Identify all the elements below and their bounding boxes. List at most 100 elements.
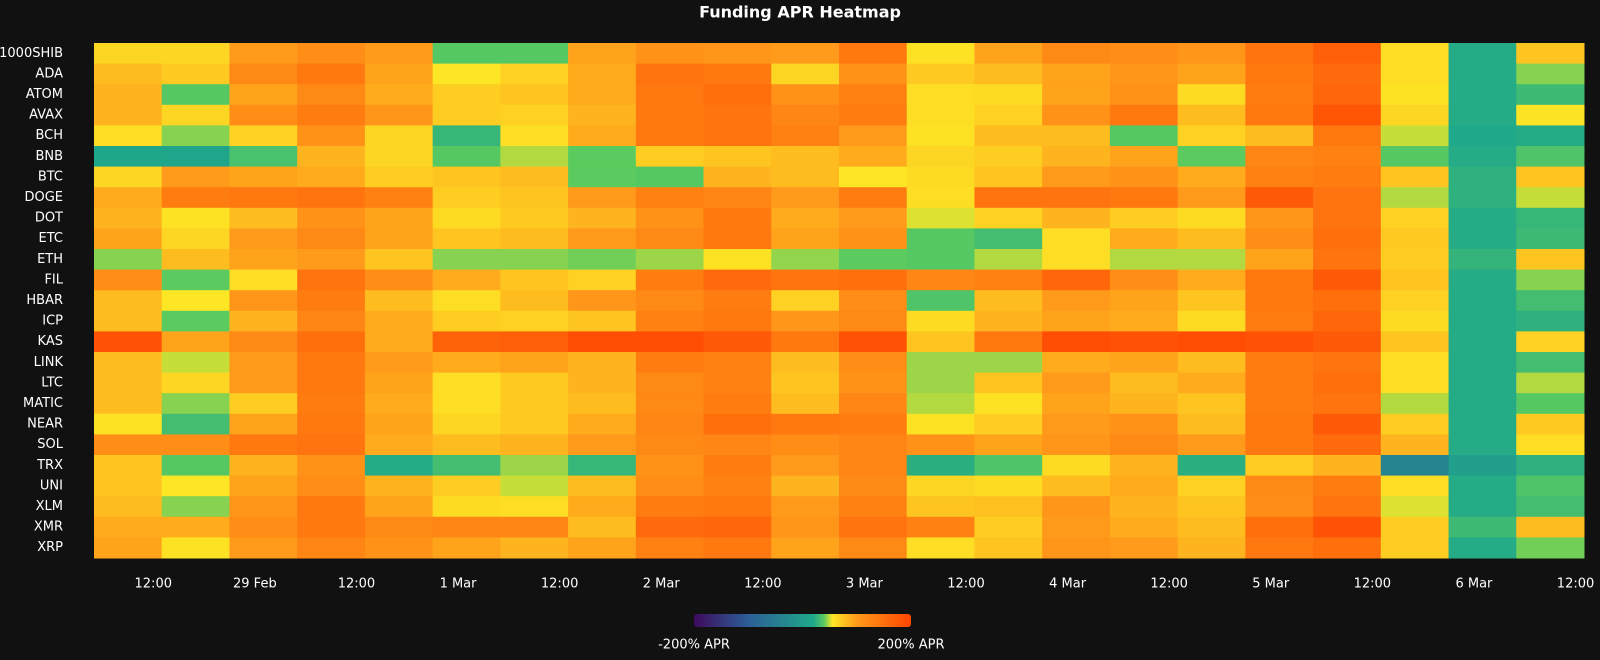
heatmap-cell: [568, 290, 637, 312]
heatmap-cell: [364, 269, 434, 291]
heatmap-cell: [94, 249, 163, 271]
y-tick-label: UNI: [40, 478, 63, 493]
heatmap-cell: [568, 146, 637, 168]
heatmap-cell: [1448, 187, 1517, 209]
heatmap-cell: [635, 43, 705, 65]
y-tick-label: HBAR: [26, 293, 63, 308]
heatmap-cell: [771, 166, 840, 188]
heatmap-cell: [1448, 496, 1517, 518]
heatmap-cell: [1313, 310, 1382, 332]
heatmap-cell: [839, 269, 908, 291]
heatmap-cell: [1448, 166, 1517, 188]
heatmap-cell: [1313, 352, 1382, 374]
heatmap-cell: [1245, 269, 1314, 291]
heatmap-cell: [297, 290, 366, 312]
heatmap-cell: [500, 310, 569, 332]
heatmap-cell: [1380, 537, 1450, 559]
heatmap-cell: [432, 496, 501, 518]
x-tick-label: 12:00: [1557, 577, 1594, 592]
heatmap-cell: [297, 269, 366, 291]
heatmap-cell: [906, 393, 975, 415]
heatmap-cell: [1109, 352, 1179, 374]
heatmap-cell: [635, 516, 705, 538]
heatmap-cell: [1177, 434, 1246, 456]
heatmap-cell: [229, 496, 298, 518]
heatmap-cell: [161, 228, 230, 250]
heatmap-cell: [1177, 310, 1246, 332]
heatmap-cell: [1448, 207, 1517, 229]
heatmap-cell: [974, 84, 1043, 106]
y-tick-label: LINK: [34, 355, 64, 370]
heatmap-cell: [1109, 537, 1179, 559]
heatmap-cell: [568, 434, 637, 456]
heatmap-cell: [839, 125, 908, 147]
heatmap-cell: [906, 63, 975, 85]
heatmap-cell: [500, 434, 569, 456]
y-tick-label: 1000SHIB: [0, 46, 63, 61]
heatmap-cell: [94, 413, 163, 435]
heatmap-cell: [432, 125, 501, 147]
heatmap-cell: [432, 146, 501, 168]
y-tick-label: AVAX: [29, 108, 63, 123]
heatmap-cell: [1380, 352, 1450, 374]
heatmap-cell: [974, 475, 1043, 497]
heatmap-cell: [500, 331, 569, 353]
heatmap-cell: [229, 352, 298, 374]
heatmap-cell: [1109, 413, 1179, 435]
heatmap-cell: [94, 516, 163, 538]
heatmap-cell: [568, 496, 637, 518]
heatmap-cell: [635, 146, 705, 168]
heatmap-cell: [364, 475, 434, 497]
heatmap-cell: [703, 249, 772, 271]
heatmap-cell: [1380, 43, 1450, 65]
heatmap-cell: [568, 352, 637, 374]
heatmap-cell: [229, 187, 298, 209]
heatmap-cell: [229, 63, 298, 85]
heatmap-cell: [1245, 249, 1314, 271]
heatmap-cell: [229, 43, 298, 65]
heatmap-cell: [974, 207, 1043, 229]
heatmap-cell: [1042, 187, 1111, 209]
heatmap-cell: [1313, 372, 1382, 394]
heatmap-cell: [1516, 434, 1585, 456]
heatmap-cell: [1516, 413, 1585, 435]
heatmap-cell: [1516, 84, 1585, 106]
heatmap-cell: [906, 413, 975, 435]
heatmap-cell: [974, 63, 1043, 85]
heatmap-cell: [906, 331, 975, 353]
heatmap-cell: [1042, 496, 1111, 518]
heatmap-cell: [974, 269, 1043, 291]
heatmap-cell: [839, 331, 908, 353]
heatmap-cell: [703, 84, 772, 106]
heatmap-cell: [500, 207, 569, 229]
heatmap-cell: [703, 455, 772, 477]
y-tick-label: NEAR: [27, 417, 63, 432]
heatmap-cell: [771, 207, 840, 229]
heatmap-cell: [364, 146, 434, 168]
heatmap-cell: [974, 537, 1043, 559]
heatmap-cell: [568, 269, 637, 291]
heatmap-cell: [297, 475, 366, 497]
heatmap-cell: [1448, 84, 1517, 106]
heatmap-cell: [703, 331, 772, 353]
heatmap-cell: [229, 125, 298, 147]
y-tick-label: DOGE: [24, 190, 63, 205]
heatmap-cell: [1042, 63, 1111, 85]
heatmap-cell: [839, 146, 908, 168]
y-tick-label: ATOM: [26, 87, 63, 102]
heatmap-cell: [1245, 146, 1314, 168]
heatmap-cell: [1245, 434, 1314, 456]
heatmap-cell: [1516, 269, 1585, 291]
heatmap-cell: [432, 43, 501, 65]
heatmap-cell: [703, 43, 772, 65]
heatmap-cell: [1245, 207, 1314, 229]
heatmap-cell: [771, 104, 840, 126]
heatmap-cell: [297, 104, 366, 126]
heatmap-cell: [1313, 269, 1382, 291]
heatmap-cell: [229, 434, 298, 456]
heatmap-cell: [1177, 455, 1246, 477]
heatmap-cell: [1313, 146, 1382, 168]
heatmap-cell: [771, 352, 840, 374]
heatmap-cell: [974, 146, 1043, 168]
heatmap-cell: [568, 43, 637, 65]
